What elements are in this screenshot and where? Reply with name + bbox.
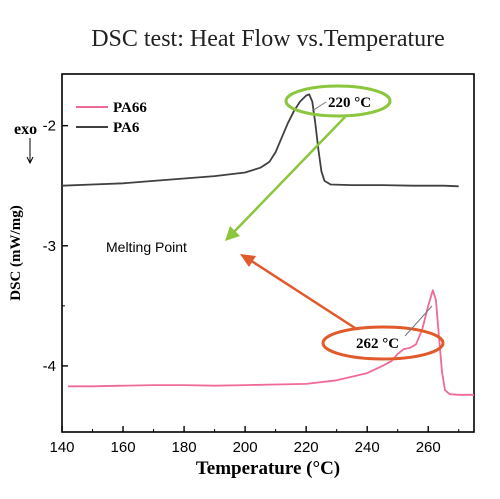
x-tick-label: 260 — [416, 439, 441, 456]
melting-point-label: Melting Point — [106, 239, 187, 255]
pa6-peak-leader — [311, 101, 327, 112]
pa66-melting-arrow — [249, 258, 356, 330]
y-axis-ticks: -2 -3 -4 — [43, 118, 68, 375]
series-line-pa6 — [61, 93, 459, 188]
pa6-melting-arrow — [231, 116, 346, 235]
y-tick-label: -3 — [43, 238, 56, 255]
y-axis-label: DSC (mW/mg) — [8, 205, 24, 300]
series-lines — [61, 93, 474, 396]
x-tick-label: 220 — [294, 439, 319, 456]
pa6-melting-arrowhead-icon — [225, 226, 240, 241]
y-tick-label: -4 — [43, 358, 56, 375]
y-tick-label: -2 — [43, 118, 56, 135]
exo-label: exo — [14, 121, 37, 138]
x-tick-label: 160 — [111, 439, 136, 456]
x-axis-ticks: 140 160 180 200 220 240 260 — [49, 426, 460, 456]
chart-title: DSC test: Heat Flow vs.Temperature — [91, 26, 445, 52]
pa66-peak-label: 262 °C — [356, 336, 399, 352]
legend-label-pa6: PA6 — [113, 120, 140, 136]
x-tick-label: 240 — [355, 439, 380, 456]
pa6-peak-label: 220 °C — [328, 95, 371, 111]
x-tick-label: 140 — [49, 439, 74, 456]
legend: PA66 PA6 — [76, 100, 147, 136]
pa6-peak-annotation: 220 °C — [225, 84, 392, 241]
exo-arrow-icon — [26, 138, 34, 165]
x-tick-label: 200 — [233, 439, 258, 456]
x-axis-label: Temperature (°C) — [196, 458, 340, 479]
pa66-peak-ellipse — [321, 325, 445, 361]
pa66-peak-annotation: 262 °C — [240, 254, 445, 361]
plot-area-frame — [61, 73, 475, 433]
pa66-peak-leader — [404, 305, 433, 337]
pa6-peak-ellipse — [284, 84, 392, 118]
series-line-pa66 — [68, 289, 474, 396]
pa66-melting-arrowhead-icon — [240, 254, 256, 267]
x-tick-label: 180 — [172, 439, 197, 456]
legend-label-pa66: PA66 — [113, 100, 147, 116]
